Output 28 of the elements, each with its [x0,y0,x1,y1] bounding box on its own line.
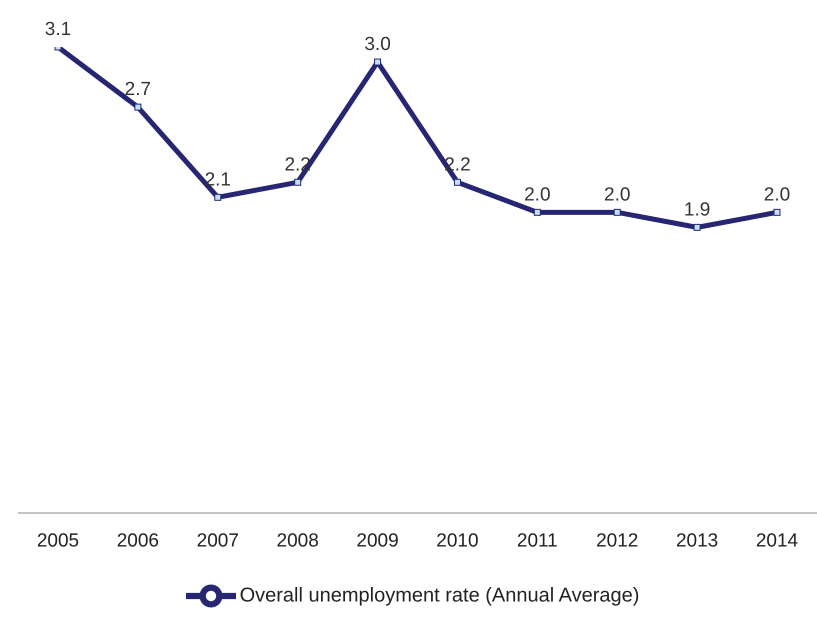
x-tick-label: 2007 [196,530,239,552]
point [294,178,302,186]
data-label: 2.7 [124,79,152,100]
point [454,178,461,186]
x-tick-label: 2005 [36,530,80,552]
x-tick-label: 2008 [276,530,319,552]
x-tick-label: 2010 [436,530,479,552]
x-tick-label: 2012 [596,530,638,552]
point [134,104,142,111]
data-label: 2.0 [604,184,630,206]
data-label: 1.9 [684,199,710,220]
data-label: 3.0 [364,34,391,56]
point [694,224,701,231]
data-label: 3.1 [44,19,72,40]
point [614,208,621,216]
data-label: 2.0 [764,184,790,206]
x-tick-label: 2009 [356,530,399,552]
point [774,208,780,216]
legend-label: Overall unemployment rate (Annual Average) [240,584,640,606]
x-tick-label: 2011 [516,530,558,552]
data-label: 2.0 [524,184,551,206]
data-label: 2.1 [204,169,231,190]
point [534,208,541,216]
point [214,194,222,201]
x-tick-label: 2006 [116,530,160,552]
point [374,58,382,66]
x-tick-label: 2013 [676,530,718,552]
x-tick-label: 2014 [756,530,799,552]
